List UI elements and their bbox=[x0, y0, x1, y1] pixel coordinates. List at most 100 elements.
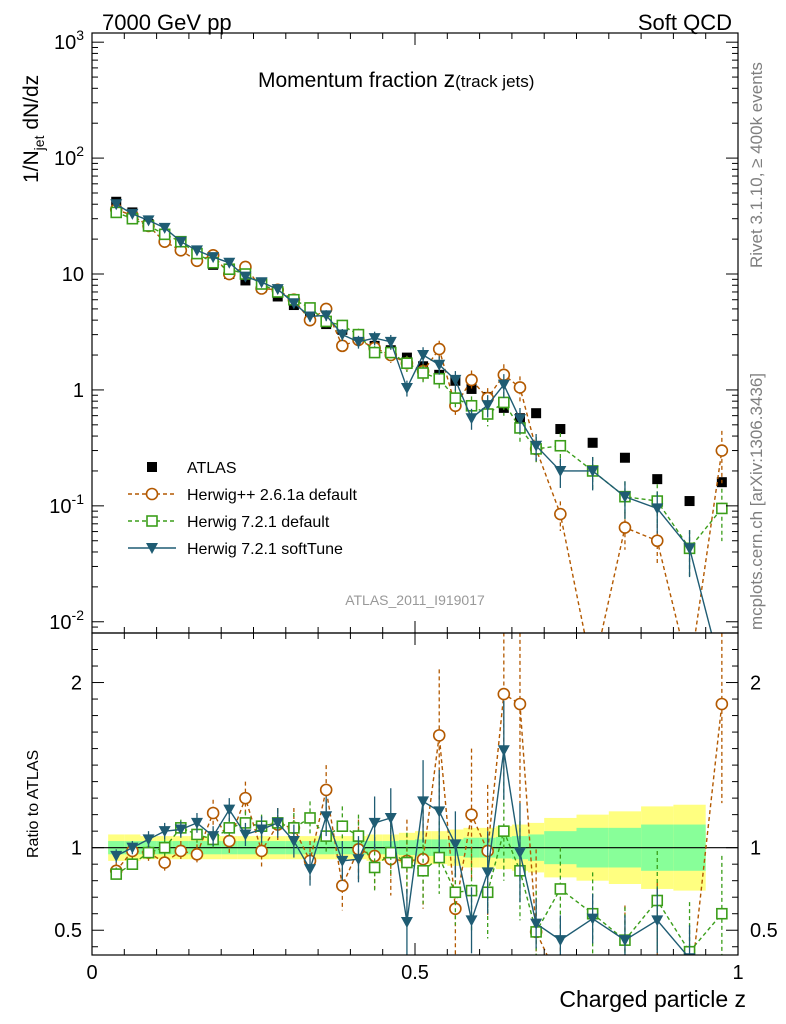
data-point bbox=[401, 357, 413, 370]
ratio-point bbox=[158, 841, 171, 854]
legend-label: ATLAS bbox=[187, 460, 237, 477]
x-axis-label: Charged particle z bbox=[559, 986, 746, 1012]
data-point bbox=[715, 444, 729, 457]
ratio-y-tick-label: 0.5 bbox=[54, 920, 82, 942]
data-point bbox=[554, 507, 567, 521]
ratio-point bbox=[336, 855, 349, 867]
ratio-point bbox=[586, 913, 599, 925]
data-point bbox=[587, 437, 598, 448]
y-tick-label: 1 bbox=[73, 380, 84, 402]
chart-title: Momentum fraction z(track jets) bbox=[258, 66, 534, 92]
data-point bbox=[497, 379, 510, 391]
tick-base: 10 bbox=[49, 496, 71, 518]
tick-base: 10 bbox=[54, 148, 76, 170]
main-panel bbox=[109, 196, 729, 633]
title-sub: (track jets) bbox=[455, 72, 534, 91]
tick-exponent: -1 bbox=[72, 491, 85, 507]
legend-marker bbox=[145, 487, 159, 501]
ratio-point bbox=[619, 966, 630, 977]
data-point bbox=[531, 408, 542, 419]
ratio-point bbox=[158, 856, 171, 869]
data-point bbox=[513, 414, 526, 426]
header-right: Soft QCD bbox=[637, 10, 732, 35]
ratio-point bbox=[497, 687, 511, 701]
data-point bbox=[652, 474, 663, 485]
tick-base: 10 bbox=[49, 612, 71, 634]
data-point bbox=[650, 534, 664, 548]
data-point bbox=[684, 496, 695, 507]
ratio-point bbox=[465, 808, 478, 821]
ratio-point bbox=[384, 812, 397, 824]
ratio-point bbox=[190, 817, 203, 829]
ratio-point bbox=[126, 858, 139, 870]
data-point bbox=[271, 284, 284, 296]
ratio-point bbox=[432, 729, 446, 742]
data-point bbox=[555, 424, 566, 435]
data-point bbox=[368, 346, 381, 359]
ratio-y-tick-label-right: 0.5 bbox=[750, 920, 778, 942]
data-point bbox=[586, 465, 599, 477]
ratio-point bbox=[449, 839, 462, 851]
ratio-point bbox=[142, 834, 155, 846]
data-point bbox=[618, 491, 631, 503]
ratio-point bbox=[223, 804, 236, 816]
data-point bbox=[207, 252, 220, 264]
ratio-point bbox=[239, 791, 252, 805]
ratio-point bbox=[271, 817, 284, 829]
data-point bbox=[554, 465, 567, 477]
ratio-y-tick-label: 1 bbox=[71, 838, 82, 860]
ratio-point bbox=[319, 783, 333, 797]
legend: ATLAS Herwig++ 2.6.1a default Herwig 7.2.1… bbox=[128, 460, 357, 558]
ratio-point bbox=[223, 822, 236, 834]
title-text: Momentum fraction bbox=[258, 69, 444, 92]
legend-marker bbox=[147, 462, 157, 472]
ratio-point bbox=[304, 812, 316, 824]
y-tick-label: 103 bbox=[54, 27, 84, 54]
x-tick-label: 0.5 bbox=[401, 962, 429, 984]
ratio-point bbox=[481, 867, 494, 879]
ratio-point bbox=[513, 847, 526, 859]
data-point bbox=[618, 521, 632, 534]
ylabel-sub: jet bbox=[31, 135, 47, 151]
data-point bbox=[174, 236, 187, 248]
ratio-y-tick-label-right: 2 bbox=[750, 673, 761, 695]
ratio-point bbox=[352, 854, 365, 866]
ratio-point bbox=[368, 861, 381, 874]
ratio-point bbox=[449, 886, 462, 899]
data-point bbox=[239, 271, 252, 283]
ratio-point bbox=[304, 864, 317, 876]
y-tick-label: 10 bbox=[62, 264, 84, 286]
rivet-label: Rivet 3.1.10, ≥ 400k events bbox=[747, 62, 766, 268]
ratio-point bbox=[239, 829, 252, 841]
ratio-point bbox=[554, 883, 567, 895]
legend-label: Herwig++ 2.6.1a default bbox=[187, 487, 357, 504]
ratio-point bbox=[497, 745, 510, 757]
data-point bbox=[190, 245, 203, 257]
title-var: z bbox=[444, 66, 456, 92]
ratio-point bbox=[255, 844, 268, 858]
ratio-y-tick-label: 2 bbox=[71, 673, 82, 695]
ratio-point bbox=[207, 831, 220, 843]
data-point bbox=[449, 374, 462, 386]
tick-exponent: 3 bbox=[76, 27, 84, 43]
data-point bbox=[433, 359, 446, 371]
analysis-watermark: ATLAS_2011_I919017 bbox=[345, 592, 485, 608]
ratio-point bbox=[417, 864, 429, 877]
ratio-point bbox=[384, 846, 397, 859]
data-point bbox=[352, 336, 365, 348]
ylabel-part: 1/N bbox=[20, 150, 43, 183]
ratio-point bbox=[190, 847, 204, 861]
data-point bbox=[554, 439, 567, 452]
ratio-point bbox=[417, 796, 430, 808]
main-y-label: 1/Njet dN/dz bbox=[20, 75, 47, 183]
ratio-point bbox=[287, 836, 300, 848]
data-point bbox=[336, 319, 349, 332]
data-point bbox=[530, 440, 543, 452]
ratio-point bbox=[618, 935, 631, 947]
series-line bbox=[600, 526, 681, 633]
ratio-point bbox=[715, 697, 729, 711]
data-point bbox=[287, 298, 300, 310]
data-point bbox=[142, 215, 155, 227]
tick-base: 10 bbox=[54, 32, 76, 54]
